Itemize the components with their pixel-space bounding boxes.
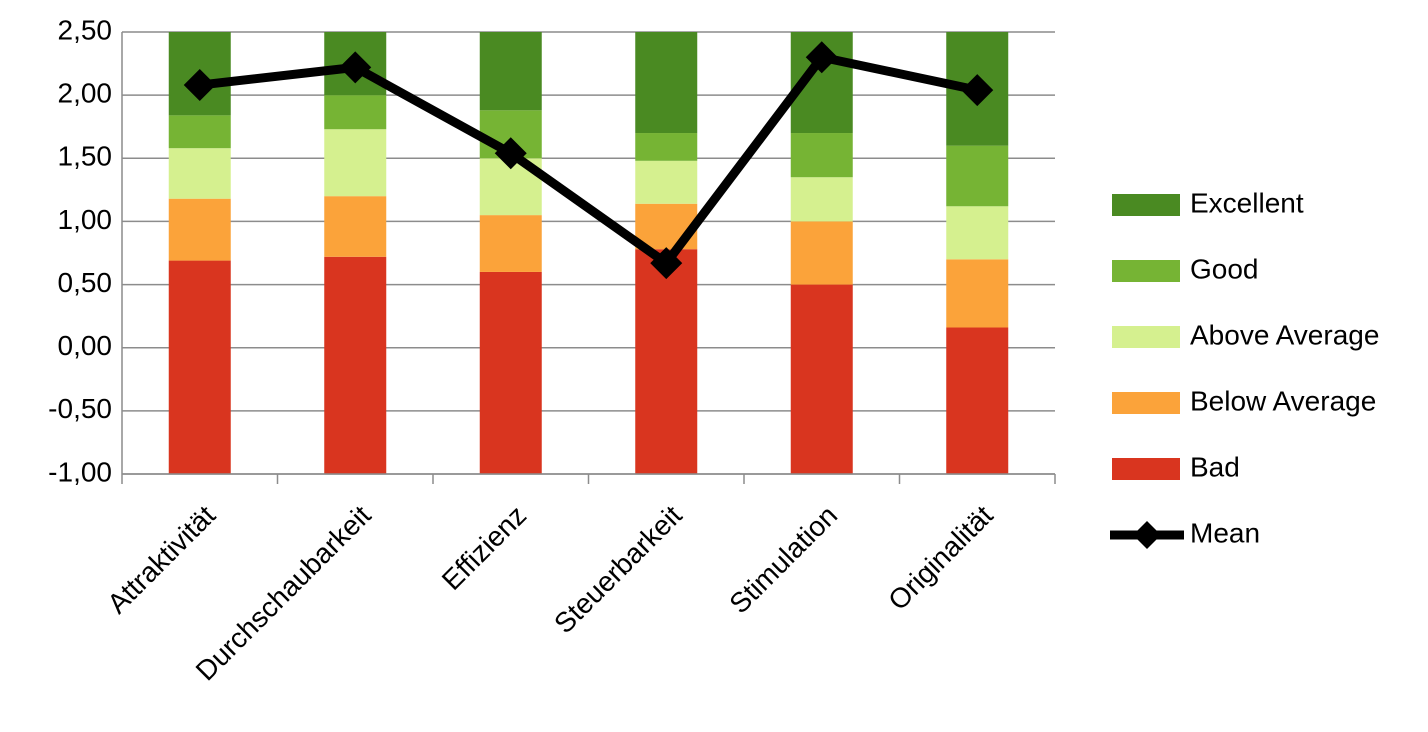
bar-segment: [946, 145, 1009, 207]
legend-marker: [1133, 521, 1161, 549]
legend-label: Mean: [1190, 517, 1260, 548]
y-tick-label: 1,00: [58, 204, 113, 235]
bar-segment: [479, 32, 542, 111]
bar-segment: [168, 115, 231, 149]
bar-segment: [324, 95, 387, 130]
mean-marker: [183, 69, 216, 102]
bar-segment: [790, 177, 853, 222]
mean-marker: [650, 247, 683, 280]
legend-swatch: [1112, 458, 1180, 480]
mean-marker: [494, 137, 527, 170]
legend-swatch: [1112, 392, 1180, 414]
y-tick-label: 0,50: [58, 267, 113, 298]
legend-label: Bad: [1190, 451, 1240, 482]
bar-segment: [790, 221, 853, 285]
legend-swatch: [1112, 326, 1180, 348]
bar-segment: [324, 129, 387, 197]
x-tick-label: Steuerbarkeit: [548, 499, 688, 639]
y-tick-label: 1,50: [58, 141, 113, 172]
bar-segment: [479, 215, 542, 272]
legend-label: Excellent: [1190, 187, 1304, 218]
bar-segment: [324, 196, 387, 257]
grid: [122, 31, 1055, 475]
legend-label: Good: [1190, 253, 1259, 284]
legend-swatch: [1112, 194, 1180, 216]
bar-segment: [790, 133, 853, 178]
y-tick-label: -1,00: [48, 456, 112, 487]
bar-segment: [168, 260, 231, 474]
legend-label: Below Average: [1190, 385, 1376, 416]
y-tick-label: 2,00: [58, 78, 113, 109]
mean-line: [199, 52, 979, 268]
y-tick-label: -0,50: [48, 393, 112, 424]
bar-segment: [790, 284, 853, 474]
bar-segment: [635, 160, 698, 204]
bar-segment: [946, 206, 1009, 260]
legend-swatch: [1112, 260, 1180, 282]
bar-segment: [635, 249, 698, 474]
x-tick-label: Durchschaubarkeit: [190, 499, 377, 686]
bar-segment: [635, 32, 698, 134]
x-tick-label: Originalität: [882, 499, 999, 616]
x-tick-label: Stimulation: [723, 500, 843, 620]
bar-segment: [168, 148, 231, 199]
y-tick-label: 2,50: [58, 14, 113, 45]
mean-marker: [805, 41, 838, 74]
bar-segment: [479, 271, 542, 474]
y-tick-label: 0,00: [58, 330, 113, 361]
bar-segment: [946, 259, 1009, 328]
legend-label: Above Average: [1190, 319, 1379, 350]
bar-segment: [946, 327, 1009, 474]
bar-segment: [635, 133, 698, 161]
mean-marker: [961, 74, 994, 107]
x-tick-label: Effizienz: [436, 500, 532, 596]
x-tick-label: Attraktivität: [101, 499, 221, 619]
bar-segment: [324, 256, 387, 474]
bar-segment: [168, 198, 231, 261]
mean-marker: [339, 51, 372, 84]
